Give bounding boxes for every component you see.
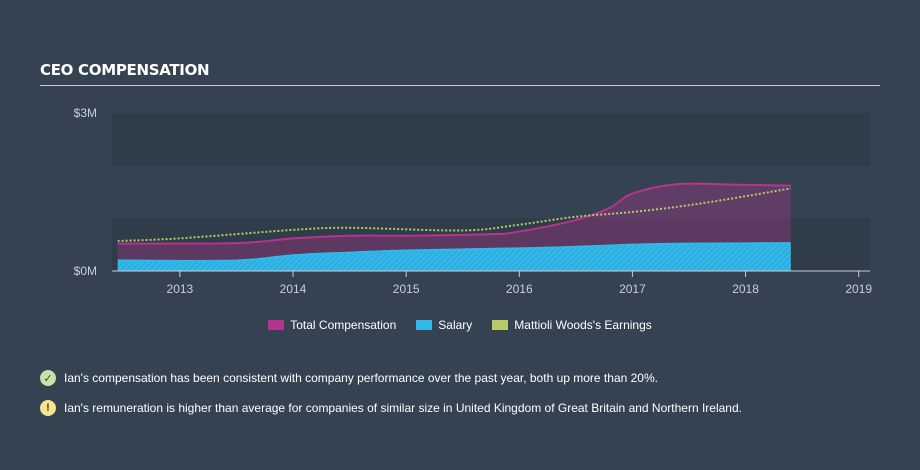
salary-line: [117, 242, 791, 262]
note-remuneration-text: Ian's remuneration is higher than averag…: [64, 401, 742, 415]
legend-label-salary: Salary: [438, 318, 473, 332]
x-tick-label: 2013: [167, 282, 194, 296]
plot-band-upper: [112, 113, 870, 166]
note-consistency-text: Ian's compensation has been consistent w…: [64, 371, 658, 385]
x-tick-label: 2016: [506, 282, 533, 296]
legend-item-salary: Salary: [416, 318, 472, 332]
y-tick-label: $3M: [74, 106, 97, 120]
x-tick-label: 2017: [619, 282, 646, 296]
check-icon: ✓: [40, 370, 56, 386]
chart-legend: Total Compensation Salary Mattioli Woods…: [0, 318, 920, 332]
legend-swatch-salary: [416, 320, 433, 330]
legend-swatch-total: [268, 320, 285, 330]
title-divider: [40, 85, 880, 86]
earnings-line: [117, 187, 791, 242]
x-tick-label: 2019: [845, 282, 872, 296]
x-tick-label: 2014: [280, 282, 307, 296]
x-tick-label: 2018: [732, 282, 759, 296]
legend-swatch-earnings: [492, 320, 509, 330]
total-compensation-line: [117, 182, 791, 245]
legend-item-total: Total Compensation: [268, 318, 396, 332]
y-tick-label: $0M: [74, 264, 97, 278]
note-remuneration: ! Ian's remuneration is higher than aver…: [40, 400, 742, 416]
salary-area: [117, 243, 791, 271]
x-tick-label: 2015: [393, 282, 420, 296]
warning-icon: !: [40, 400, 56, 416]
legend-label-earnings: Mattioli Woods's Earnings: [514, 318, 652, 332]
legend-item-earnings: Mattioli Woods's Earnings: [492, 318, 652, 332]
note-consistency: ✓ Ian's compensation has been consistent…: [40, 370, 658, 386]
legend-label-total: Total Compensation: [290, 318, 397, 332]
compensation-chart: $3M $0M 2013 2014 2015 2016 2017 2018 2019: [74, 106, 873, 296]
chart-title: CEO COMPENSATION: [40, 61, 210, 79]
